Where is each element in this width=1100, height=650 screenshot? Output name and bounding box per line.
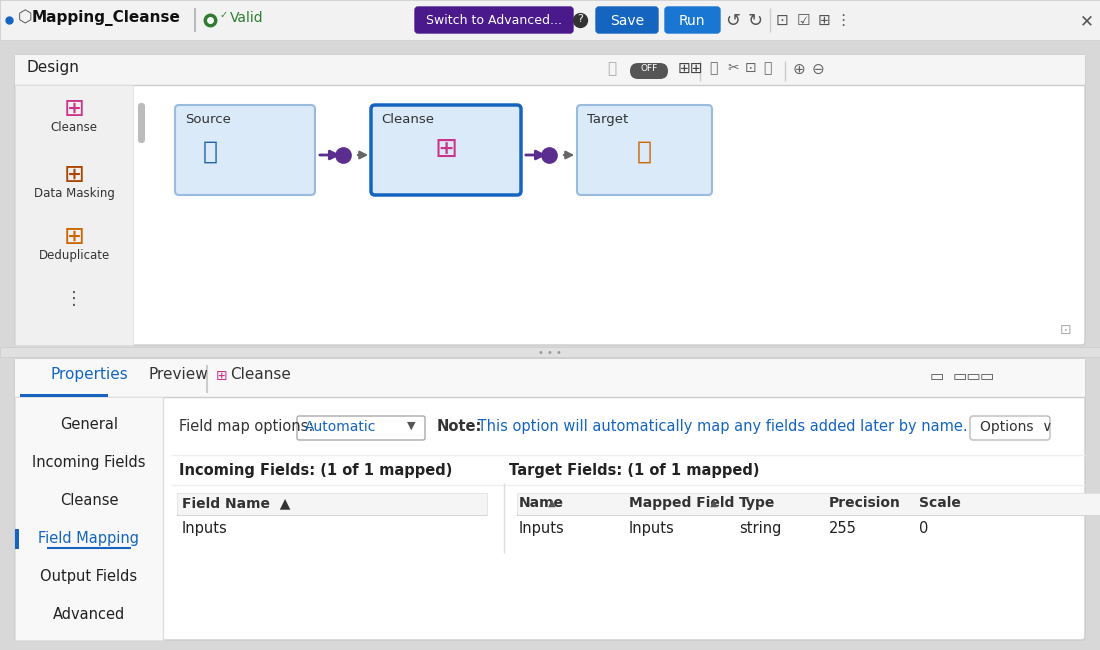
FancyBboxPatch shape [596, 7, 658, 33]
Text: Design: Design [28, 60, 80, 75]
Text: Field Name  ▲: Field Name ▲ [182, 496, 290, 510]
Text: Properties: Properties [50, 367, 128, 382]
Text: Note:: Note: [437, 419, 483, 434]
Text: Run: Run [679, 14, 705, 28]
Text: ⊞: ⊞ [434, 135, 458, 163]
Text: 0: 0 [918, 521, 928, 536]
Text: ⊞: ⊞ [64, 163, 85, 187]
Text: ▲: ▲ [544, 498, 556, 508]
Text: This option will automatically map any fields added later by name.: This option will automatically map any f… [473, 419, 968, 434]
Text: Inputs: Inputs [519, 521, 564, 536]
Text: ⋮: ⋮ [65, 290, 82, 308]
FancyBboxPatch shape [970, 416, 1050, 440]
Text: ✕: ✕ [1080, 12, 1093, 30]
Text: ▭▭: ▭▭ [953, 369, 981, 384]
FancyBboxPatch shape [630, 63, 668, 79]
Text: Cleanse: Cleanse [230, 367, 290, 382]
Text: Type: Type [739, 496, 776, 510]
FancyBboxPatch shape [415, 7, 573, 33]
FancyBboxPatch shape [297, 416, 425, 440]
Text: ⊖: ⊖ [812, 62, 825, 77]
Text: ⊞: ⊞ [64, 225, 85, 249]
Text: Advanced: Advanced [53, 607, 125, 622]
Text: ✂: ✂ [727, 61, 738, 75]
Text: Options  ∨: Options ∨ [980, 420, 1053, 434]
Text: Output Fields: Output Fields [41, 569, 138, 584]
Text: ✓: ✓ [220, 10, 228, 20]
Text: ⊡: ⊡ [776, 13, 789, 28]
FancyBboxPatch shape [15, 359, 1085, 640]
Text: Automatic: Automatic [305, 420, 376, 434]
Bar [15, 359, 1085, 397]
Text: Switch to Advanced...: Switch to Advanced... [426, 14, 562, 27]
Text: Cleanse: Cleanse [381, 113, 434, 126]
FancyBboxPatch shape [578, 105, 712, 195]
Text: Preview: Preview [148, 367, 208, 382]
Bar [0, 0, 1100, 40]
Text: ☑: ☑ [796, 13, 810, 28]
Bar [15, 529, 19, 549]
Text: Inputs: Inputs [182, 521, 228, 536]
Bar [177, 493, 487, 515]
Text: Inputs: Inputs [629, 521, 674, 536]
FancyBboxPatch shape [175, 105, 315, 195]
Bar [15, 397, 163, 640]
Text: 🗑: 🗑 [710, 61, 717, 75]
Text: Data Masking: Data Masking [34, 187, 114, 200]
Text: Field map options:: Field map options: [179, 419, 314, 434]
Text: Cleanse: Cleanse [59, 493, 119, 508]
Text: ⊕: ⊕ [793, 62, 805, 77]
Text: Target Fields: (1 of 1 mapped): Target Fields: (1 of 1 mapped) [509, 463, 759, 478]
Text: Deduplicate: Deduplicate [39, 249, 110, 262]
Text: Incoming Fields: (1 of 1 mapped): Incoming Fields: (1 of 1 mapped) [179, 463, 452, 478]
Text: ⊞: ⊞ [64, 97, 85, 121]
Text: Precision: Precision [829, 496, 901, 510]
Text: ⊞⊞: ⊞⊞ [678, 61, 704, 76]
FancyBboxPatch shape [666, 7, 720, 33]
Bar [15, 85, 133, 345]
Text: 255: 255 [829, 521, 857, 536]
Text: 💡: 💡 [607, 61, 616, 76]
Text: 📋: 📋 [763, 61, 771, 75]
Text: Source: Source [185, 113, 231, 126]
Bar [517, 493, 1100, 515]
Text: Save: Save [609, 14, 645, 28]
Text: Mapped Field: Mapped Field [629, 496, 735, 510]
Text: ↺: ↺ [725, 12, 740, 30]
Text: Name: Name [519, 496, 564, 510]
Text: Incoming Fields: Incoming Fields [32, 455, 145, 470]
FancyBboxPatch shape [15, 55, 1085, 345]
Text: General: General [60, 417, 118, 432]
Text: 📋: 📋 [637, 140, 651, 164]
Bar [15, 55, 1085, 85]
FancyBboxPatch shape [138, 103, 145, 143]
Text: ↻: ↻ [747, 12, 762, 30]
Text: ⊡: ⊡ [745, 61, 757, 75]
FancyBboxPatch shape [371, 105, 521, 195]
Text: Cleanse: Cleanse [51, 121, 98, 134]
Text: ▭: ▭ [930, 369, 945, 384]
Bar [20, 394, 108, 397]
Bar [0, 347, 1100, 357]
Text: Mapping_Cleanse: Mapping_Cleanse [32, 10, 180, 26]
Text: Valid: Valid [230, 11, 264, 25]
Text: string: string [739, 521, 781, 536]
Text: 📋: 📋 [202, 140, 218, 164]
Text: ▼: ▼ [407, 421, 416, 431]
Text: ⋮: ⋮ [835, 13, 850, 28]
Text: ⬡: ⬡ [18, 8, 33, 26]
Text: Field Mapping: Field Mapping [39, 531, 140, 546]
Text: ⊞: ⊞ [817, 13, 830, 28]
Text: • • •: • • • [538, 348, 562, 358]
Text: ▲: ▲ [707, 498, 717, 508]
Text: Target: Target [587, 113, 628, 126]
Text: ▭: ▭ [980, 369, 994, 384]
Text: OFF: OFF [640, 64, 658, 73]
Text: Scale: Scale [918, 496, 961, 510]
Text: ⊡: ⊡ [1060, 323, 1071, 337]
Text: ?: ? [578, 14, 583, 24]
Text: ⊞: ⊞ [216, 369, 228, 383]
